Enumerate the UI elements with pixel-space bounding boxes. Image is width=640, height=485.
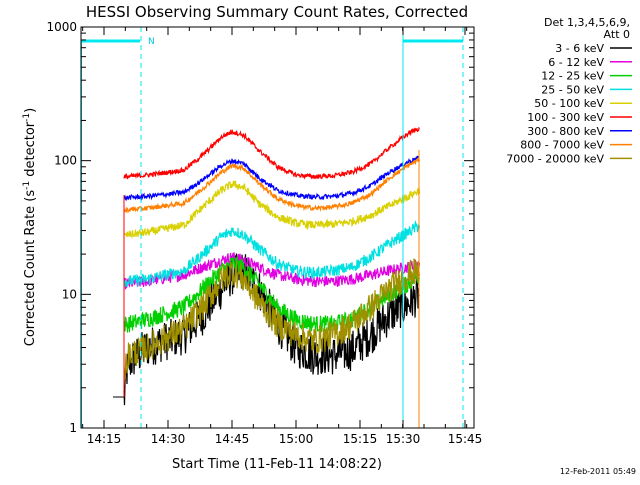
axes-layer: 14:15 14:30 14:45 15:00 15:15 15:30 15:45 1 10 10… (46, 20, 482, 446)
legend-label: 300 - 800 keV (527, 125, 604, 138)
series-line (123, 258, 421, 387)
y-tick-label: 10 (62, 287, 77, 301)
x-axis-label: Start Time (11-Feb-11 14:08:22) (172, 457, 382, 472)
series-line (123, 219, 421, 288)
series-layer (123, 126, 421, 406)
legend-label: 50 - 100 keV (534, 97, 604, 110)
legend-label: 3 - 6 keV (555, 42, 604, 55)
x-tick-label: 14:30 (151, 432, 186, 446)
legend-header-line2: Att 0 (604, 28, 630, 41)
night-marker: N (148, 37, 155, 47)
plot-frame (80, 26, 475, 429)
x-tick-label: 15:00 (279, 432, 314, 446)
y-axis-label-end: ) (23, 108, 38, 113)
x-tick-label: 15:30 (386, 432, 421, 446)
y-axis-label-mid: detector (23, 121, 38, 181)
y-axis-label-sup1: -1 (22, 181, 32, 190)
series-line (123, 180, 421, 239)
series-line (123, 157, 421, 214)
x-tick-label: 14:15 (87, 432, 122, 446)
y-axis-label-sup2: -1 (22, 113, 32, 122)
y-tick-label: 100 (54, 154, 77, 168)
legend-header-line1: Det 1,3,4,5,6,9, (544, 16, 630, 29)
legend-label: 25 - 50 keV (541, 83, 604, 96)
legend-label: 6 - 12 keV (548, 56, 604, 69)
legend-label: 100 - 300 keV (527, 111, 604, 124)
series-line (123, 155, 420, 202)
y-axis-label-main: Corrected Count Rate (s (23, 190, 38, 347)
chart-title: HESSI Observing Summary Count Rates, Cor… (86, 3, 468, 21)
legend-label: 800 - 7000 keV (520, 139, 604, 152)
y-tick-label: 1000 (46, 20, 77, 34)
legend-label: 12 - 25 keV (541, 70, 604, 83)
x-tick-label: 14:45 (215, 432, 250, 446)
y-axis-label: Corrected Count Rate (s-1 detector-1) (22, 108, 38, 346)
decor-layer (81, 27, 464, 428)
legend-label: 7000 - 20000 keV (506, 152, 604, 165)
x-tick-label: 15:45 (448, 432, 483, 446)
y-tick-label: 1 (69, 421, 77, 435)
x-tick-label: 15:15 (343, 432, 378, 446)
timestamp: 12-Feb-2011 05:49 (560, 467, 636, 476)
series-line (123, 126, 420, 180)
